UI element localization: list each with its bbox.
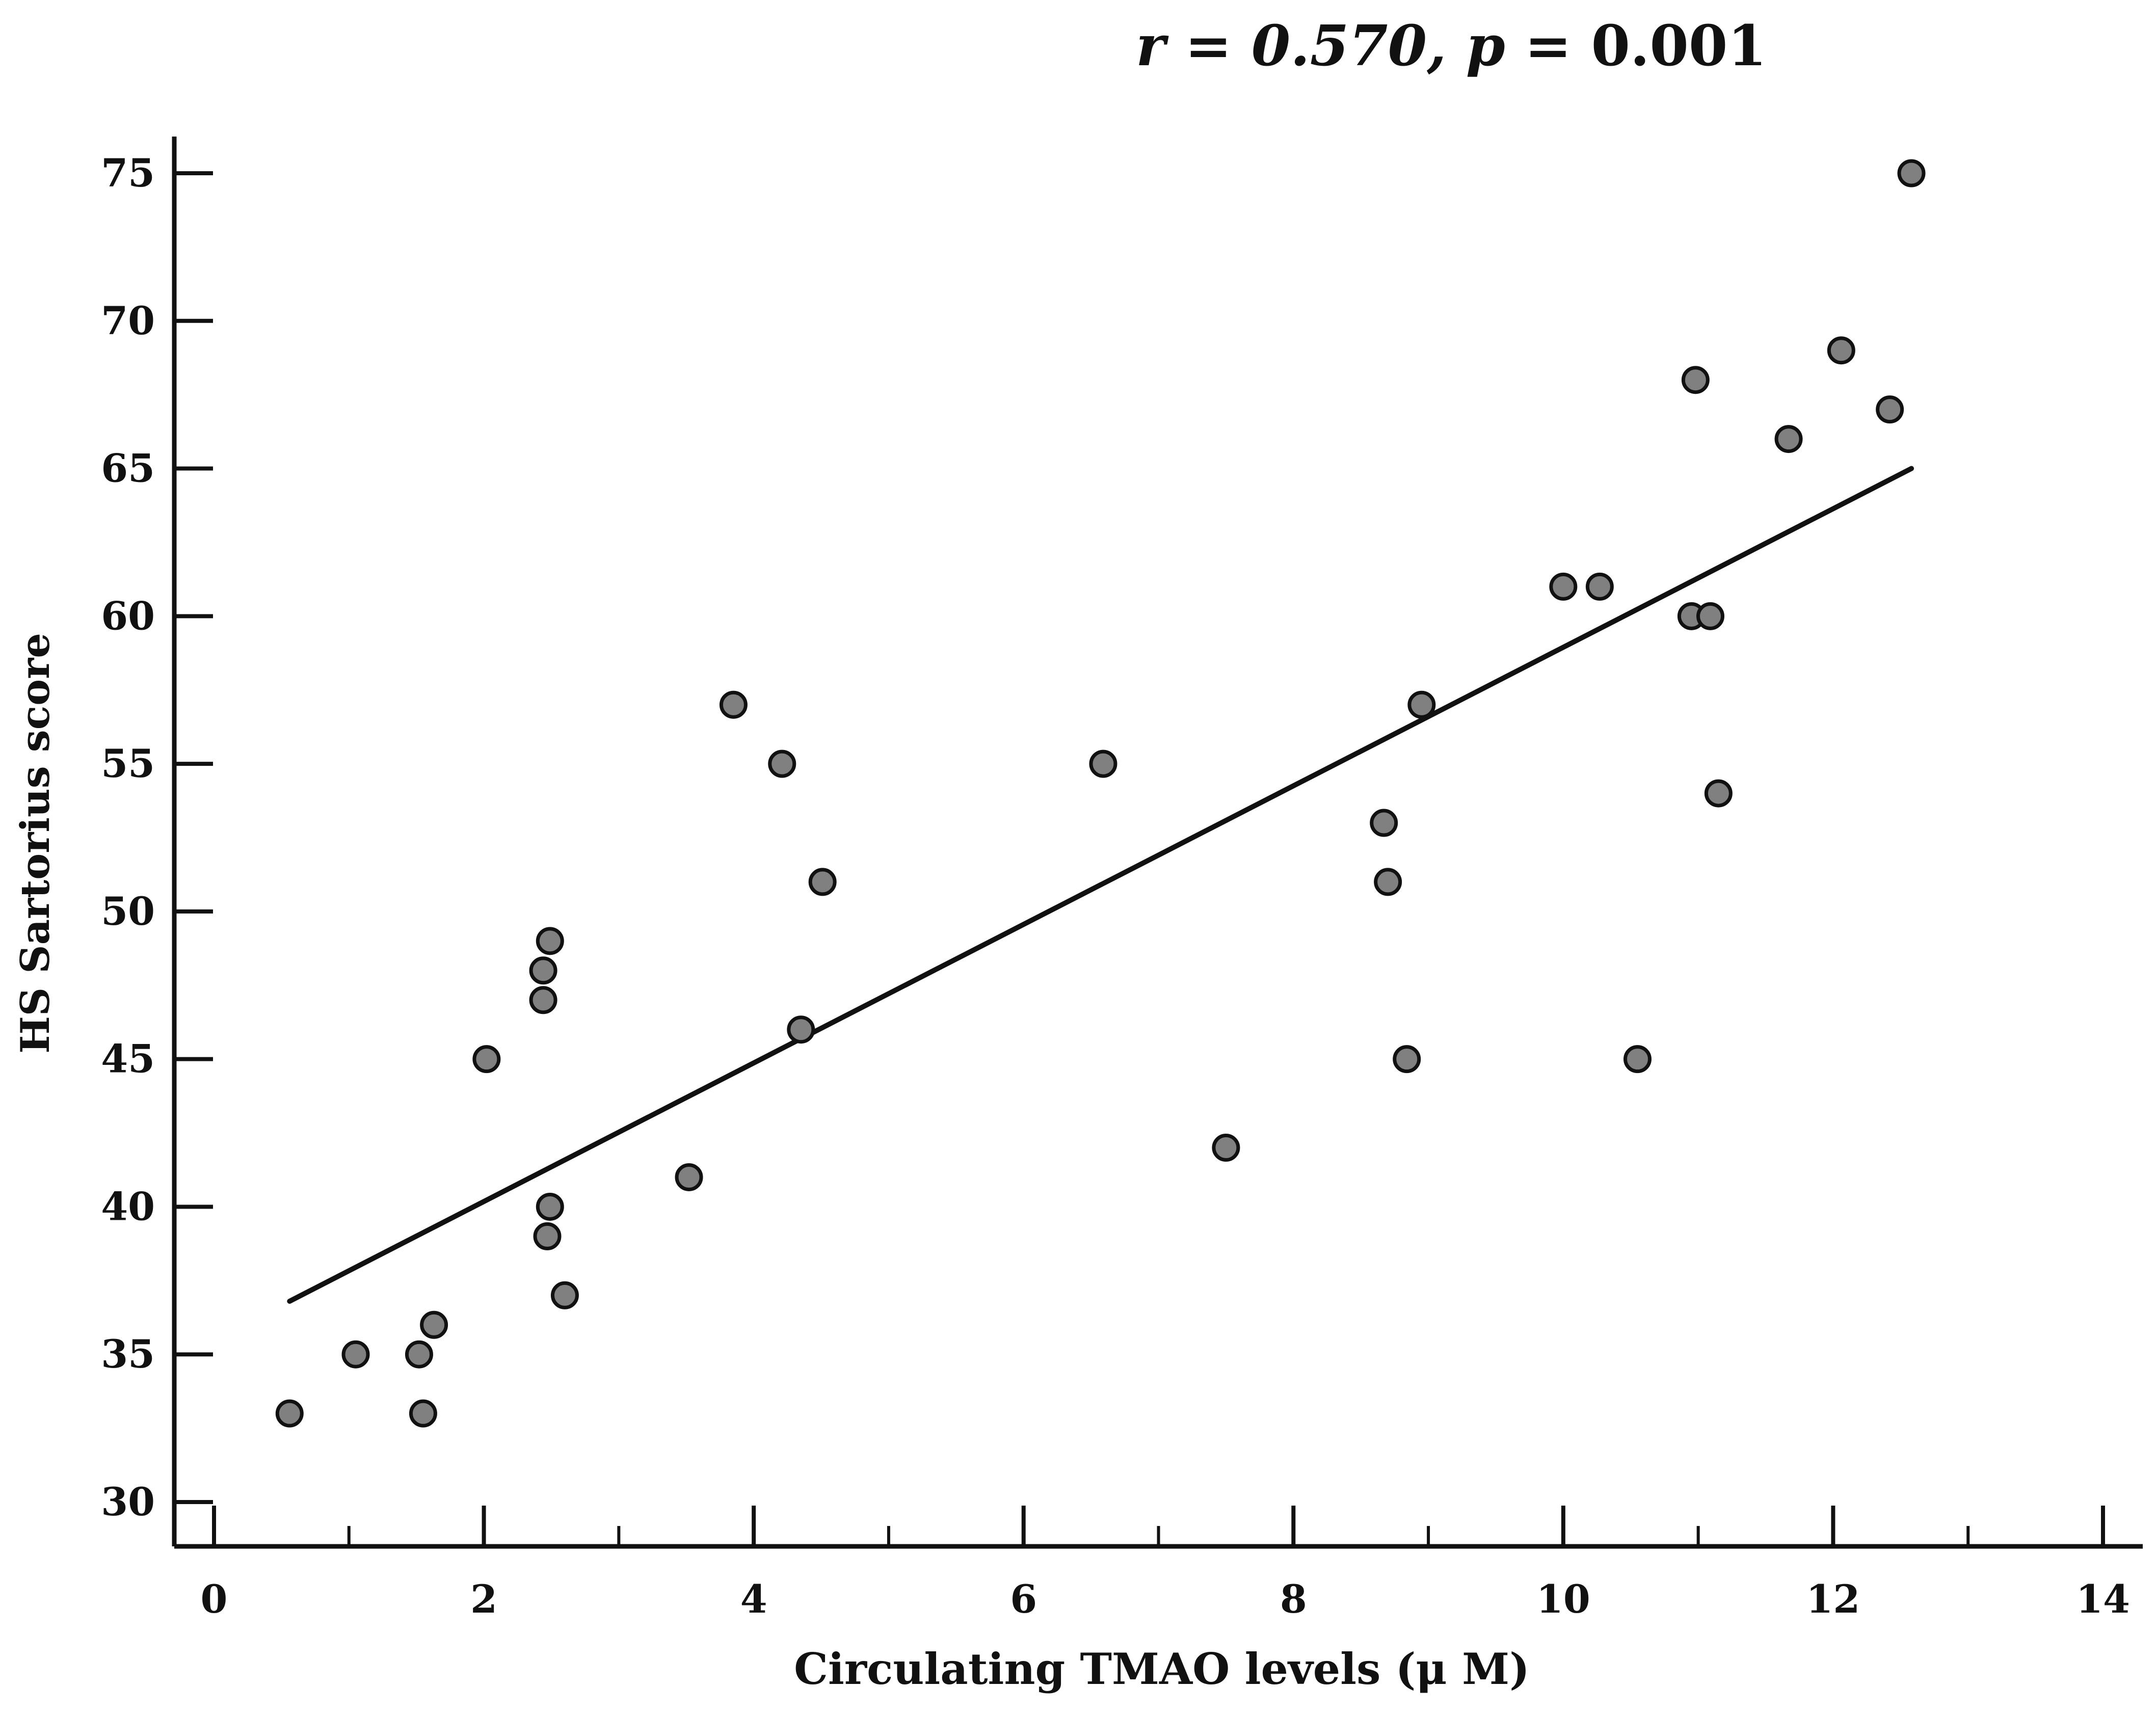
data-point (1696, 602, 1724, 630)
x-tick-label: 12 (1806, 1576, 1860, 1622)
data-point (275, 1399, 304, 1428)
regression-line (287, 466, 1914, 1304)
data-point (768, 749, 796, 778)
data-point (536, 927, 564, 955)
x-tick-label: 6 (1010, 1576, 1037, 1622)
regression-line-group (287, 466, 1914, 1304)
data-point (1681, 366, 1710, 394)
r-label: r (1136, 13, 1169, 78)
data-point (719, 690, 748, 719)
data-point (1897, 159, 1926, 188)
data-point (536, 1192, 564, 1221)
data-point (1774, 425, 1803, 453)
data-point (808, 868, 837, 896)
data-point (550, 1281, 579, 1309)
data-point (1827, 336, 1855, 365)
y-tick-label: 70 (101, 298, 155, 343)
correlation-stats: r = 0.570, p = 0.001 (1136, 13, 1767, 78)
p-equals: = (1505, 13, 1591, 78)
x-tick-label: 4 (740, 1576, 767, 1622)
y-tick-label: 75 (101, 150, 155, 196)
data-point (472, 1045, 501, 1074)
data-point (1876, 395, 1904, 424)
data-point (1549, 572, 1578, 601)
data-point (341, 1340, 370, 1369)
x-tick-label: 2 (470, 1576, 497, 1622)
data-point (1212, 1134, 1240, 1162)
p-label: p (1466, 13, 1505, 78)
data-point (529, 956, 557, 985)
y-tick-label: 65 (101, 446, 155, 491)
data-point (1704, 779, 1733, 808)
data-point (1407, 690, 1436, 719)
data-points (275, 159, 1926, 1428)
data-point (1374, 868, 1402, 896)
y-tick-label: 60 (101, 593, 155, 638)
y-tick-label: 35 (101, 1331, 155, 1377)
y-tick-label: 30 (101, 1479, 155, 1524)
y-tick-label: 40 (101, 1184, 155, 1229)
data-point (405, 1340, 433, 1369)
r-value: 0.570 (1252, 13, 1427, 78)
data-point (787, 1015, 815, 1044)
data-point (1623, 1045, 1652, 1074)
data-point (675, 1163, 703, 1191)
x-tick-label: 14 (2076, 1576, 2130, 1622)
r-equals: = (1165, 13, 1252, 78)
y-tick-label: 45 (101, 1036, 155, 1082)
x-axis-label: Circulating TMAO levels (μ M) (794, 1644, 1530, 1694)
data-point (1393, 1045, 1421, 1074)
y-axis-label: HS Sartorius score (12, 633, 59, 1054)
data-point (1089, 749, 1117, 778)
x-tick-label: 10 (1536, 1576, 1590, 1622)
y-tick-label: 55 (101, 741, 155, 786)
data-point (533, 1222, 562, 1250)
y-axis: 30 35 40 45 50 55 60 65 70 75 (101, 137, 213, 1546)
data-point (1370, 809, 1398, 837)
data-point (529, 986, 557, 1014)
data-point (1585, 572, 1614, 601)
p-value: 0.001 (1591, 13, 1767, 78)
data-point (420, 1310, 448, 1339)
x-tick-label: 8 (1280, 1576, 1307, 1622)
x-tick-label: 0 (201, 1576, 228, 1622)
data-point (409, 1399, 437, 1428)
y-tick-label: 50 (101, 889, 155, 934)
stat-separator: , (1426, 13, 1466, 78)
x-axis: 0 2 4 6 8 10 12 14 (174, 1506, 2143, 1622)
